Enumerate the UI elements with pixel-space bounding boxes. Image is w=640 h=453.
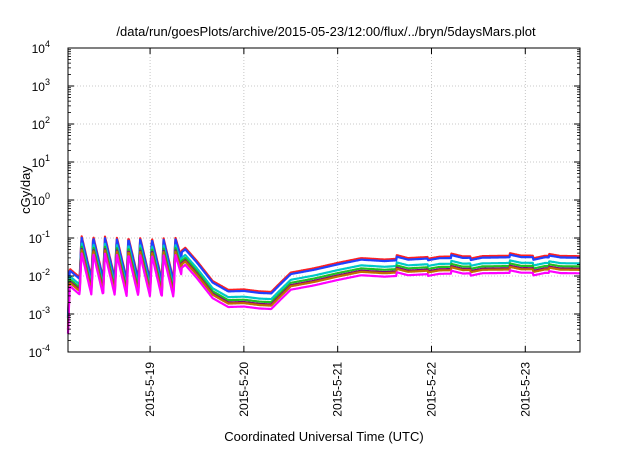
y-axis-label: cGy/day (18, 166, 33, 214)
x-tick-label: 2015-5-21 (331, 362, 345, 417)
y-tick-label: 103 (32, 77, 50, 94)
y-tick-label: 10-3 (29, 305, 50, 322)
series-line-6 (66, 252, 581, 334)
y-tick-label: 104 (32, 39, 50, 56)
y-tick-label: 10-2 (29, 267, 50, 284)
x-tick-label: 2015-5-23 (518, 362, 532, 417)
y-tick-label: 10-4 (29, 343, 50, 360)
x-tick-label: 2015-5-19 (143, 362, 157, 417)
tick-layer: 10-4 10-3 10-2 10-1 100 101 102 103 104 2015-5-19… (29, 39, 580, 417)
y-tick-label: 10-1 (29, 229, 50, 246)
series-layer (66, 235, 581, 334)
y-tick-label: 102 (32, 115, 50, 132)
x-axis-label: Coordinated Universal Time (UTC) (224, 429, 423, 444)
chart-title: /data/run/goesPlots/archive/2015-05-23/1… (116, 24, 536, 39)
y-tick-label: 101 (32, 153, 50, 170)
x-tick-label: 2015-5-20 (237, 362, 251, 417)
series-line-1 (66, 236, 581, 319)
x-tick-label: 2015-5-22 (424, 362, 438, 417)
y-tick-label: 100 (32, 191, 50, 208)
